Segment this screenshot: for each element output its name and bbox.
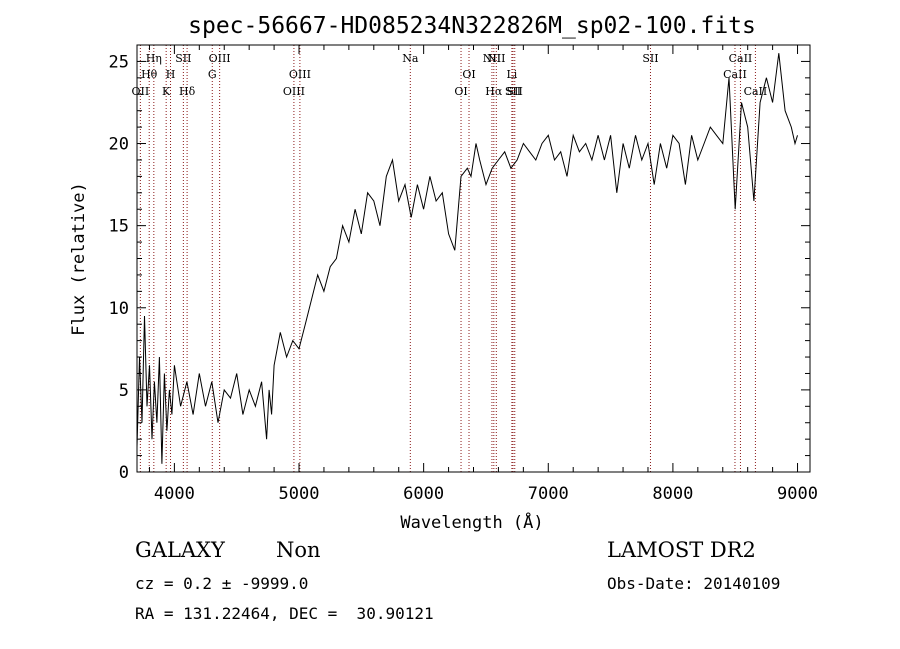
object-type: GALAXY <box>135 538 225 562</box>
y-tick-label-10: 10 <box>109 299 129 319</box>
spectral-line-markers: OII Hθ Hη KH SII Hδ G OIII OIII OIII Na OI OI NII Hα NI… <box>132 45 768 472</box>
marker-label-0: OII <box>132 85 150 98</box>
marker-label-15: Hα <box>485 85 503 98</box>
y-tick-label-0: 0 <box>119 463 129 483</box>
x-tick-label-7000: 7000 <box>528 484 569 504</box>
marker-label-5: SII <box>175 52 191 65</box>
y-tick-label-25: 25 <box>109 52 129 72</box>
coordinates-readout: RA = 131.22464, DEC = 30.90121 <box>135 604 434 623</box>
marker-label-11: Na <box>402 52 419 65</box>
y-axis-label: Flux (relative) <box>69 182 89 336</box>
marker-label-16: NII <box>487 52 505 65</box>
marker-label-13: OI <box>462 68 475 81</box>
marker-label-4: H <box>166 68 176 81</box>
flux-series-line <box>136 53 798 464</box>
obs-date: Obs-Date: 20140109 <box>607 574 781 593</box>
marker-label-9: OIII <box>283 85 305 98</box>
marker-label-22: CaII <box>729 52 753 65</box>
marker-label-3: K <box>162 85 171 98</box>
x-tick-label-5000: 5000 <box>279 484 320 504</box>
x-axis-label: Wavelength (Å) <box>400 511 543 533</box>
y-tick-label-15: 15 <box>109 217 129 237</box>
marker-label-20: SII <box>642 52 658 65</box>
marker-label-8: OIII <box>209 52 231 65</box>
plot-frame <box>136 44 811 473</box>
x-tick-label-9000: 9000 <box>777 484 818 504</box>
marker-label-12: OI <box>454 85 467 98</box>
marker-label-7: G <box>208 68 217 81</box>
marker-label-18: SII <box>505 85 521 98</box>
chart-title: spec-56667-HD085234N322826M_sp02-100.fit… <box>188 13 756 39</box>
marker-label-23: CaII <box>744 85 768 98</box>
marker-label-1: Hθ <box>141 68 158 81</box>
marker-label-17: Li <box>506 68 517 81</box>
object-subclass: Non <box>276 538 321 562</box>
marker-label-2: Hη <box>146 52 162 65</box>
y-axis-ticks: 0 5 10 15 20 25 <box>109 44 810 483</box>
survey-name: LAMOST DR2 <box>607 538 756 562</box>
x-axis-ticks: 4000 5000 6000 7000 8000 9000 <box>148 45 818 504</box>
marker-label-6: Hδ <box>179 85 196 98</box>
redshift-readout: cz = 0.2 ± -9999.0 <box>135 574 309 593</box>
y-tick-label-20: 20 <box>109 135 129 155</box>
marker-label-14: NII <box>483 52 501 65</box>
x-tick-label-6000: 6000 <box>403 484 444 504</box>
marker-label-19: SII <box>507 85 523 98</box>
x-tick-label-4000: 4000 <box>154 484 195 504</box>
x-tick-label-8000: 8000 <box>652 484 693 504</box>
marker-label-21: CaII <box>723 68 747 81</box>
marker-label-10: OIII <box>289 68 311 81</box>
y-tick-label-5: 5 <box>119 381 129 401</box>
